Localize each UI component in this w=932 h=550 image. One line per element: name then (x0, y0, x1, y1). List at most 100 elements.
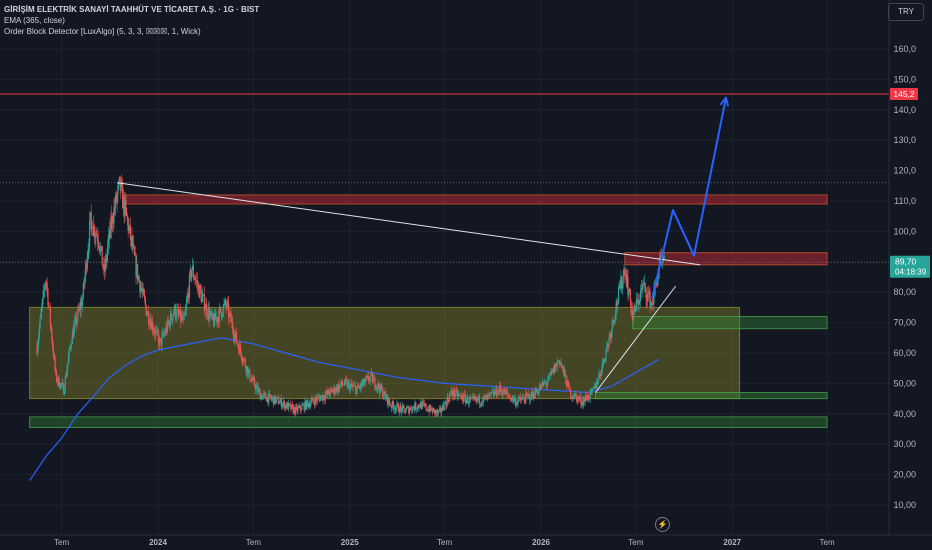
candle-body (512, 396, 514, 402)
candle-body (260, 395, 262, 400)
candle-body (115, 194, 117, 202)
candle (584, 391, 587, 406)
candle-body (111, 215, 114, 224)
candle (89, 211, 91, 254)
candle-body (315, 397, 317, 400)
candle (199, 283, 202, 294)
currency-button[interactable]: TRY (888, 3, 924, 21)
candle (191, 257, 194, 271)
candle (48, 302, 50, 308)
candle (152, 323, 154, 337)
candle (228, 295, 230, 325)
candle (505, 387, 507, 398)
candle (150, 313, 152, 331)
candle-body (184, 309, 187, 316)
time-tick-label: 2025 (341, 538, 359, 547)
candle-body (301, 405, 303, 411)
candle (595, 383, 597, 390)
price-tick-label: 130,0 (893, 135, 916, 145)
candle (522, 393, 524, 400)
candle (272, 397, 275, 408)
candle (52, 342, 55, 360)
candle-body (294, 406, 297, 414)
candle-body (275, 398, 277, 403)
candle-body (573, 393, 576, 399)
candle-body (395, 407, 397, 411)
candle-body (427, 408, 429, 412)
candle-body (257, 385, 259, 393)
candle-body (287, 402, 289, 410)
candle (637, 293, 639, 311)
candle (228, 308, 231, 323)
candle-body (324, 398, 326, 400)
candle (56, 379, 59, 386)
candle (39, 315, 41, 331)
candle-body (468, 397, 470, 404)
candle-body (607, 344, 609, 346)
candle (416, 406, 418, 412)
candle (492, 387, 495, 399)
candle (45, 279, 48, 292)
candle (261, 395, 264, 400)
candle-body (118, 176, 121, 182)
candle (173, 303, 176, 316)
candle (263, 389, 265, 398)
candle-body (476, 398, 478, 401)
candle-body (225, 304, 227, 307)
candle-body (111, 215, 113, 230)
candle (166, 315, 169, 335)
candle-body (398, 411, 400, 413)
candle-body (85, 263, 88, 270)
candle (50, 323, 52, 333)
candle (393, 404, 396, 415)
candle (588, 391, 590, 401)
candle (187, 288, 189, 302)
candle (264, 391, 266, 399)
candle (206, 312, 209, 321)
candle (459, 394, 462, 399)
candle (54, 354, 56, 374)
candle-body (316, 399, 318, 401)
candle (445, 399, 447, 404)
candle (254, 376, 256, 388)
candle (609, 331, 611, 341)
candle-body (320, 396, 322, 401)
candle (195, 275, 197, 284)
candle-body (599, 374, 602, 376)
candle-body (584, 395, 587, 402)
order-block-indicator-label[interactable]: Order Block Detector [LuxAlgo] (5, 3, 3,… (4, 27, 201, 36)
ema-indicator-label[interactable]: EMA (365, close) (4, 16, 65, 25)
candle-body (235, 332, 238, 343)
candle-body (413, 407, 415, 410)
candle (507, 387, 509, 400)
price-tick-label: 120,0 (893, 166, 916, 176)
candle-body (298, 407, 300, 408)
candle (169, 319, 171, 332)
candle (94, 231, 96, 248)
candle-body (529, 394, 531, 401)
candle-body (44, 287, 46, 291)
candle-body (624, 270, 626, 277)
candle-body (104, 259, 106, 272)
candle (134, 246, 136, 256)
candle (243, 357, 246, 363)
candle-body (81, 301, 83, 307)
candle-body (146, 314, 148, 316)
candle (320, 394, 323, 400)
candle (500, 381, 502, 396)
symbol-title[interactable]: GİRİŞİM ELEKTRİK SANAYİ TAAHHÜT VE TİCAR… (4, 5, 260, 14)
candle-body (483, 395, 485, 398)
candle (598, 368, 600, 382)
candle (218, 302, 220, 328)
candle-body (100, 246, 103, 248)
lightning-icon[interactable]: ⚡ (655, 517, 670, 532)
candle-body (477, 398, 479, 401)
candle-body (309, 403, 311, 407)
candle (151, 315, 154, 336)
candle (338, 379, 340, 393)
candle (406, 406, 408, 409)
candle-body (549, 374, 551, 375)
price-tick-label: 60,00 (893, 348, 916, 358)
candle (85, 259, 87, 283)
